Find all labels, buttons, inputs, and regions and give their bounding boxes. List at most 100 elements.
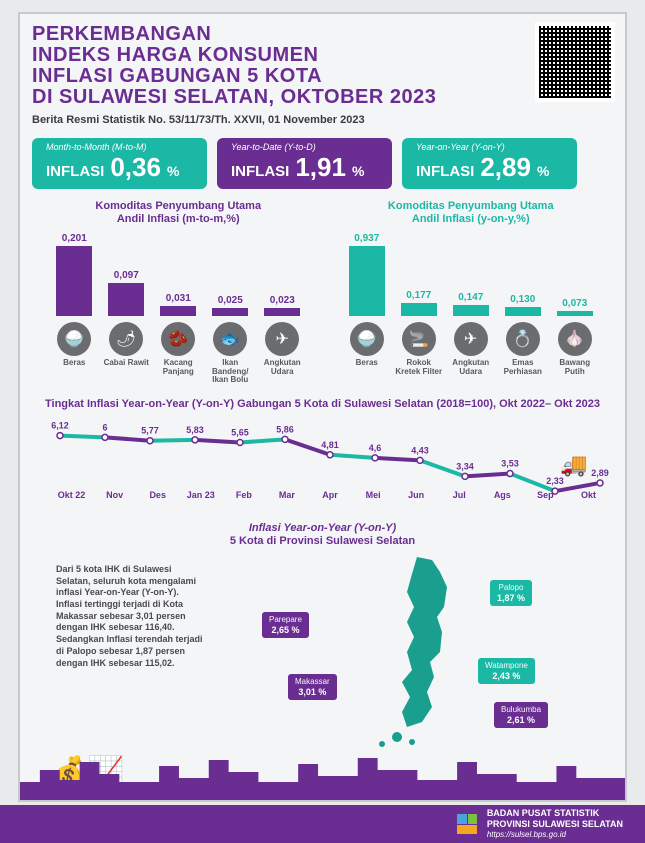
bar-col: 0,147 (447, 292, 495, 316)
commodity-item: 🚬 Rokok Kretek Filter (395, 322, 443, 376)
x-axis-label: Apr (308, 490, 351, 500)
commodity-item: ✈ Angkutan Udara (447, 322, 495, 376)
footer-line2: PROVINSI SULAWESI SELATAN (487, 819, 623, 829)
commodity-icon: 🍚 (350, 322, 384, 356)
commodity-icon: 🍚 (57, 322, 91, 356)
commodity-label: Rokok Kretek Filter (395, 359, 443, 376)
commodity-item: ✈ Angkutan Udara (258, 322, 306, 384)
bar (349, 246, 385, 316)
bar (56, 246, 92, 316)
svg-text:3,53: 3,53 (501, 459, 519, 469)
city-name: Watampone (485, 661, 528, 671)
commodity-item: 🧄 Bawang Putih (551, 322, 599, 376)
bar-col: 0,177 (395, 290, 443, 316)
title-l4: DI SULAWESI SELATAN, OKTOBER 2023 (32, 87, 532, 108)
commodity-item: 🌶 Cabai Rawit (102, 322, 150, 384)
truck-icon: 🚚 (560, 452, 587, 478)
page: PERKEMBANGAN INDEKS HARGA KONSUMEN INFLA… (0, 0, 645, 843)
infl-value: 1,91 (295, 152, 346, 183)
bar-value: 0,147 (458, 292, 483, 303)
commodity-icon: ✈ (265, 322, 299, 356)
commodity-icon: 🫘 (161, 322, 195, 356)
x-axis-label: Mar (265, 490, 308, 500)
icon-row: 🍚 Beras 🚬 Rokok Kretek Filter ✈ Angkutan… (325, 322, 618, 376)
bar (160, 306, 196, 317)
commodity-icon: 🐟 (213, 322, 247, 356)
svg-text:5,65: 5,65 (231, 427, 249, 437)
city-tag-parepare: Parepare2,65 % (262, 612, 309, 638)
bar-col: 0,025 (206, 295, 254, 317)
commodities-yoy: Komoditas Penyumbang UtamaAndil Inflasi … (325, 200, 618, 385)
commodity-label: Angkutan Udara (258, 359, 306, 376)
line-chart-title: Tingkat Inflasi Year-on-Year (Y-on-Y) Ga… (20, 398, 625, 410)
commodity-icon: 🌶 (109, 322, 143, 356)
sulawesi-map-icon (352, 552, 492, 752)
svg-text:3,34: 3,34 (456, 461, 474, 471)
bar (453, 305, 489, 316)
infl-pct: % (352, 163, 364, 179)
infl-label: Year-on-Year (Y-on-Y) (416, 142, 563, 152)
bar-col: 0,937 (343, 233, 391, 316)
bars: 0,937 0,177 0,147 0,130 0,073 (325, 230, 618, 316)
bar-value: 0,023 (270, 295, 295, 306)
commodity-item: 🐟 Ikan Bandeng/ Ikan Bolu (206, 322, 254, 384)
infl-label: Month-to-Month (M-to-M) (46, 142, 193, 152)
city-name: Parepare (269, 615, 302, 625)
svg-text:6: 6 (102, 422, 107, 432)
commodity-label: Cabai Rawit (104, 359, 149, 367)
commodity-icon: 🧄 (558, 322, 592, 356)
bar-value: 0,031 (166, 293, 191, 304)
map-area: Dari 5 kota IHK di Sulawesi Selatan, sel… (32, 554, 617, 764)
commodities-row: Komoditas Penyumbang UtamaAndil Inflasi … (32, 200, 617, 385)
bar-value: 0,937 (354, 233, 379, 244)
bps-logo-icon (455, 812, 479, 836)
bar (557, 311, 593, 316)
commodity-label: Bawang Putih (551, 359, 599, 376)
x-axis-label: Jun (395, 490, 438, 500)
map-title: Inflasi Year-on-Year (Y-on-Y) 5 Kota di … (20, 522, 625, 548)
bar-value: 0,201 (62, 233, 87, 244)
svg-text:5,83: 5,83 (186, 425, 204, 435)
svg-text:5,77: 5,77 (141, 426, 159, 436)
x-axis-label: Mei (352, 490, 395, 500)
title-block: PERKEMBANGAN INDEKS HARGA KONSUMEN INFLA… (32, 24, 532, 126)
bar-value: 0,097 (114, 270, 139, 281)
bar-value: 0,073 (562, 298, 587, 309)
x-axis-label: Okt (567, 490, 610, 500)
qr-code (535, 22, 615, 102)
bar (212, 308, 248, 317)
skyline-icon (20, 752, 625, 800)
x-axis-label: Sep (524, 490, 567, 500)
svg-text:4,6: 4,6 (369, 443, 382, 453)
commodity-icon: ✈ (454, 322, 488, 356)
title-l3: INFLASI GABUNGAN 5 KOTA (32, 66, 532, 87)
svg-text:6,12: 6,12 (51, 421, 69, 431)
bar (401, 303, 437, 316)
city-tag-palopo: Palopo1,87 % (490, 580, 532, 606)
svg-text:2,89: 2,89 (591, 468, 609, 478)
infl-label: Year-to-Date (Y-to-D) (231, 142, 378, 152)
x-axis-label: Feb (222, 490, 265, 500)
x-axis-label: Ags (481, 490, 524, 500)
commod-title: Komoditas Penyumbang UtamaAndil Inflasi … (325, 200, 618, 226)
footer: BADAN PUSAT STATISTIK PROVINSI SULAWESI … (0, 805, 645, 843)
x-axis-label: Jul (438, 490, 481, 500)
city-name: Palopo (497, 583, 525, 593)
x-axis-label: Nov (93, 490, 136, 500)
map-title-2: 5 Kota di Provinsi Sulawesi Selatan (230, 535, 415, 547)
svg-text:4,81: 4,81 (321, 440, 339, 450)
commodity-label: Ikan Bandeng/ Ikan Bolu (206, 359, 254, 384)
city-name: Makassar (295, 677, 330, 687)
bar-col: 0,097 (102, 270, 150, 317)
commodity-icon: 💍 (506, 322, 540, 356)
subtitle: Berita Resmi Statistik No. 53/11/73/Th. … (32, 114, 532, 126)
commodity-label: Kacang Panjang (154, 359, 202, 376)
bar-col: 0,073 (551, 298, 599, 316)
map-title-1: Inflasi Year-on-Year (Y-on-Y) (249, 522, 396, 534)
commodities-mtm: Komoditas Penyumbang UtamaAndil Inflasi … (32, 200, 325, 385)
title-l1: PERKEMBANGAN (32, 24, 532, 45)
bar (264, 308, 300, 316)
x-axis-label: Jan 23 (179, 490, 222, 500)
bar-col: 0,130 (499, 294, 547, 317)
title-l2: INDEKS HARGA KONSUMEN (32, 45, 532, 66)
